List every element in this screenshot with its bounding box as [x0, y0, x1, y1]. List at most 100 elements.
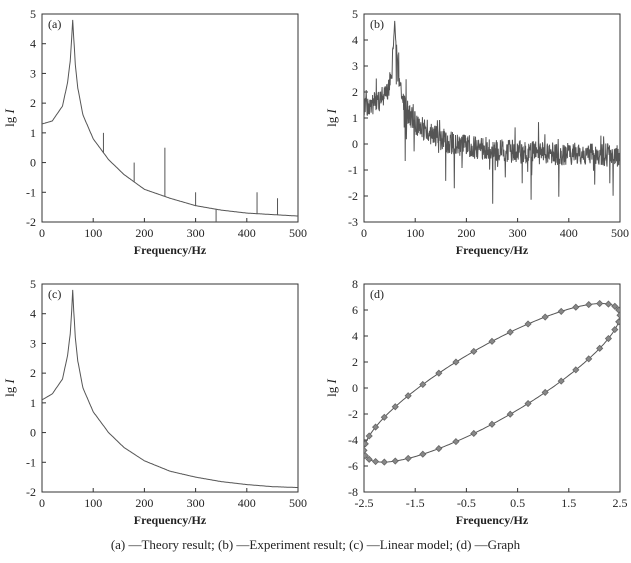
- scatter-marker-43: [470, 429, 478, 438]
- panel-tag-c: (c): [48, 287, 61, 301]
- scatter-marker-15: [596, 299, 604, 308]
- scatter-marker-35: [365, 455, 373, 463]
- scatter-marker-30: [372, 423, 380, 431]
- x-tick-label-a-5: 500: [289, 226, 307, 240]
- panel-tag-a: (a): [48, 17, 61, 31]
- figure-caption: (a) —Theory result; (b) —Experiment resu…: [110, 537, 521, 552]
- x-tick-label-b-3: 300: [509, 226, 527, 240]
- plot-area-d: [364, 299, 620, 466]
- y-tick-label-b-4: 1: [352, 111, 358, 125]
- y-axis-label-a: lg I: [2, 108, 17, 126]
- scatter-marker-26: [419, 380, 427, 389]
- y-tick-label-b-6: 3: [352, 59, 358, 73]
- scatter-marker-14: [604, 300, 612, 308]
- scatter-marker-6: [585, 355, 593, 363]
- x-tick-label-d-4: 1.5: [561, 496, 576, 510]
- chart-c: 0 100 200 300 400 500 -2 -1 0 1 2 3 4 5 Frequency/Hz lg…: [2, 277, 307, 527]
- series-line-b: [364, 20, 620, 204]
- y-tick-label-a-0: -2: [26, 215, 36, 229]
- x-tick-label-a-0: 0: [39, 226, 45, 240]
- scatter-marker-37: [380, 458, 388, 466]
- chart-b: 0 100 200 300 400 500 -3 -2 -1 0 1 2 3 4 5 Frequency/Hz…: [324, 7, 629, 257]
- y-tick-label-b-5: 2: [352, 85, 358, 99]
- y-axis-label-c: lg I: [2, 378, 17, 396]
- plot-frame-b: [363, 13, 621, 223]
- y-tick-label-b-1: -2: [348, 189, 358, 203]
- y-tick-label-d-2: -4: [348, 433, 358, 447]
- y-tick-label-b-8: 5: [352, 7, 358, 21]
- x-tick-label-a-2: 200: [135, 226, 153, 240]
- y-tick-label-c-7: 5: [30, 277, 36, 291]
- x-tick-label-a-3: 300: [187, 226, 205, 240]
- y-tick-label-d-8: 8: [352, 277, 358, 291]
- y-tick-label-b-2: -1: [348, 163, 358, 177]
- scatter-marker-3: [541, 388, 549, 396]
- plot-frame-c: [41, 283, 299, 493]
- scatter-marker-17: [572, 303, 580, 311]
- y-tick-label-d-4: 0: [352, 381, 358, 395]
- y-tick-label-d-3: -2: [348, 407, 358, 421]
- scatter-marker-21: [506, 328, 514, 336]
- plot-area-a: [42, 19, 298, 222]
- scatter-marker-0: [488, 420, 496, 428]
- scatter-marker-29: [380, 413, 388, 421]
- x-tick-label-d-3: 0.5: [510, 496, 525, 510]
- scatter-marker-27: [404, 392, 412, 400]
- chart-panel-c: 0 100 200 300 400 500 -2 -1 0 1 2 3 4 5 Frequency/Hz lg…: [0, 270, 310, 540]
- scatter-marker-24: [452, 358, 460, 366]
- series-line-a: [42, 19, 298, 217]
- y-axis-label-b: lg I: [324, 108, 339, 126]
- panel-tag-b: (b): [370, 17, 384, 31]
- y-tick-label-b-7: 4: [352, 33, 358, 47]
- ellipse-curve: [364, 303, 620, 463]
- scatter-marker-9: [611, 326, 619, 334]
- chart-a: 0 100 200 300 400 500 -2 -1 0 1 2 3 4 5 Frequency/Hz lg…: [2, 7, 307, 257]
- x-tick-label-d-0: -2.5: [355, 496, 374, 510]
- scatter-marker-33: [364, 446, 368, 454]
- plot-area-c: [42, 289, 298, 488]
- scatter-marker-40: [419, 450, 427, 458]
- scatter-marker-4: [557, 377, 565, 385]
- x-tick-label-b-2: 200: [457, 226, 475, 240]
- plot-area-b: [364, 20, 620, 204]
- y-tick-label-c-3: 1: [30, 396, 36, 410]
- y-tick-label-a-5: 3: [30, 66, 36, 80]
- plot-frame-a: [41, 13, 299, 223]
- plot-frame-d: [363, 283, 621, 493]
- x-tick-label-a-1: 100: [84, 226, 102, 240]
- scatter-marker-38: [391, 457, 399, 465]
- scatter-marker-41: [435, 445, 443, 453]
- x-tick-label-b-1: 100: [406, 226, 424, 240]
- y-tick-label-d-6: 4: [352, 329, 358, 343]
- scatter-marker-28: [391, 403, 399, 411]
- y-tick-label-c-1: -1: [26, 455, 36, 469]
- x-tick-label-c-5: 500: [289, 496, 307, 510]
- scatter-marker-7: [596, 344, 604, 352]
- scatter-marker-8: [604, 334, 612, 343]
- x-tick-label-d-2: -0.5: [457, 496, 476, 510]
- chart-panel-b: 0 100 200 300 400 500 -3 -2 -1 0 1 2 3 4 5 Frequency/Hz…: [318, 0, 631, 275]
- y-tick-label-d-7: 6: [352, 303, 358, 317]
- y-tick-label-a-6: 4: [30, 37, 36, 51]
- y-tick-label-c-6: 4: [30, 307, 36, 321]
- scatter-marker-1: [506, 410, 514, 418]
- x-tick-label-b-4: 400: [560, 226, 578, 240]
- scatter-marker-2: [524, 399, 532, 408]
- scatter-marker-19: [541, 313, 549, 321]
- scatter-marker-10: [615, 318, 620, 326]
- x-tick-label-c-3: 300: [187, 496, 205, 510]
- x-tick-label-c-2: 200: [135, 496, 153, 510]
- y-tick-label-a-3: 1: [30, 126, 36, 140]
- scatter-marker-39: [404, 454, 412, 462]
- y-tick-label-a-4: 2: [30, 96, 36, 110]
- y-tick-label-c-5: 3: [30, 336, 36, 350]
- y-tick-label-b-0: -3: [348, 215, 358, 229]
- scatter-marker-13: [611, 302, 619, 310]
- scatter-marker-34: [364, 452, 369, 460]
- scatter-marker-5: [572, 366, 580, 374]
- scatter-marker-16: [585, 300, 593, 309]
- y-tick-label-d-1: -6: [348, 459, 358, 473]
- scatter-marker-36: [372, 457, 380, 466]
- scatter-marker-31: [365, 432, 373, 440]
